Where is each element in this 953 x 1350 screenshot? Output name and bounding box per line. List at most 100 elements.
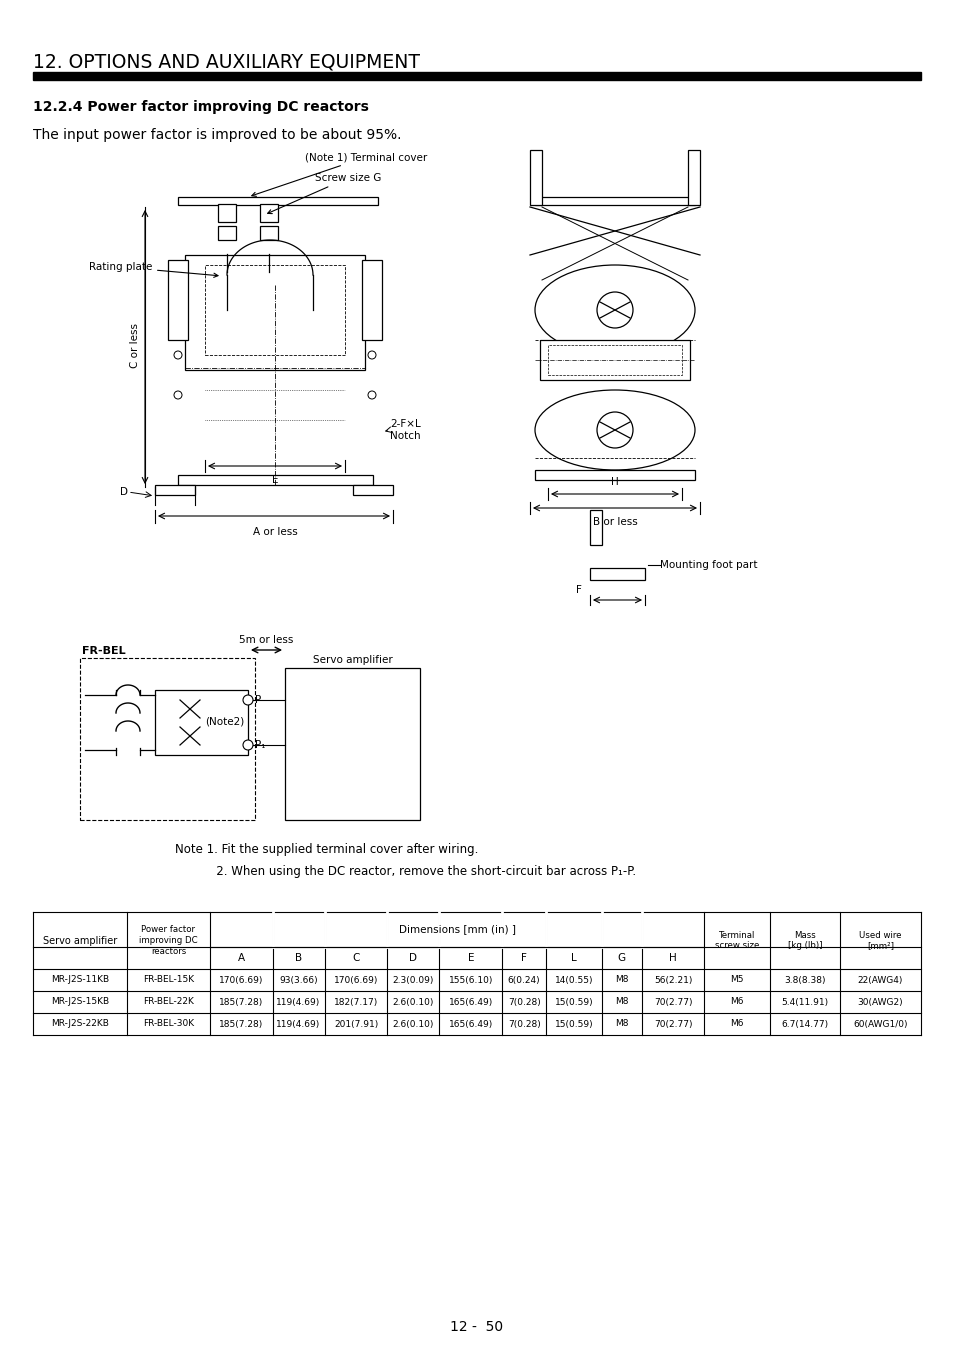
Text: FR-BEL: FR-BEL bbox=[82, 647, 126, 656]
Bar bbox=[168, 261, 188, 340]
Text: A or less: A or less bbox=[253, 526, 297, 537]
Text: 15(0.59): 15(0.59) bbox=[554, 1019, 593, 1029]
Text: 5m or less: 5m or less bbox=[239, 634, 294, 645]
Text: 56(2.21): 56(2.21) bbox=[653, 976, 692, 984]
Text: 165(6.49): 165(6.49) bbox=[448, 1019, 493, 1029]
Text: Note 1. Fit the supplied terminal cover after wiring.: Note 1. Fit the supplied terminal cover … bbox=[174, 842, 477, 856]
Bar bbox=[530, 150, 541, 205]
Text: Dimensions [mm (in) ]: Dimensions [mm (in) ] bbox=[398, 925, 515, 934]
Bar bbox=[80, 657, 254, 819]
Bar bbox=[285, 668, 419, 819]
Text: 5.4(11.91): 5.4(11.91) bbox=[781, 998, 827, 1007]
Bar bbox=[589, 568, 644, 580]
Text: (Note 1) Terminal cover: (Note 1) Terminal cover bbox=[252, 153, 427, 196]
Text: 3.8(8.38): 3.8(8.38) bbox=[783, 976, 824, 984]
Bar bbox=[361, 261, 381, 340]
Text: Terminal
screw size: Terminal screw size bbox=[714, 930, 759, 950]
Bar bbox=[260, 225, 277, 240]
Text: 155(6.10): 155(6.10) bbox=[448, 976, 493, 984]
Bar bbox=[353, 485, 393, 495]
Text: MR-J2S-11KB: MR-J2S-11KB bbox=[51, 976, 110, 984]
Text: M6: M6 bbox=[730, 1019, 743, 1029]
Bar bbox=[33, 72, 920, 80]
Text: A: A bbox=[237, 953, 244, 963]
Text: 201(7.91): 201(7.91) bbox=[334, 1019, 377, 1029]
Bar bbox=[547, 346, 681, 375]
Text: 2.3(0.09): 2.3(0.09) bbox=[393, 976, 434, 984]
Text: Servo amplifier: Servo amplifier bbox=[313, 655, 392, 666]
Bar bbox=[154, 485, 194, 495]
Text: Servo amplifier: Servo amplifier bbox=[43, 936, 117, 945]
Bar bbox=[214, 261, 223, 271]
Bar bbox=[154, 690, 248, 755]
Bar bbox=[218, 204, 235, 221]
Text: The input power factor is improved to be about 95%.: The input power factor is improved to be… bbox=[33, 128, 401, 142]
Text: Screw size G: Screw size G bbox=[268, 173, 381, 213]
Text: Used wire
[mm²]: Used wire [mm²] bbox=[859, 930, 901, 950]
Text: 185(7.28): 185(7.28) bbox=[219, 1019, 263, 1029]
Text: E: E bbox=[467, 953, 474, 963]
Text: 22(AWG4): 22(AWG4) bbox=[857, 976, 902, 984]
Bar bbox=[178, 475, 373, 485]
Text: D: D bbox=[409, 953, 417, 963]
Text: G: G bbox=[617, 953, 625, 963]
Text: H: H bbox=[668, 953, 677, 963]
Text: L: L bbox=[570, 953, 576, 963]
Text: M6: M6 bbox=[730, 998, 743, 1007]
Ellipse shape bbox=[535, 265, 695, 355]
Text: 2.6(0.10): 2.6(0.10) bbox=[393, 998, 434, 1007]
Text: 60(AWG1/0): 60(AWG1/0) bbox=[852, 1019, 906, 1029]
Text: FR-BEL-30K: FR-BEL-30K bbox=[143, 1019, 193, 1029]
Text: Power factor
improving DC
reactors: Power factor improving DC reactors bbox=[139, 925, 197, 956]
Text: MR-J2S-15KB: MR-J2S-15KB bbox=[51, 998, 110, 1007]
Bar bbox=[535, 197, 695, 205]
Text: 119(4.69): 119(4.69) bbox=[276, 1019, 320, 1029]
Text: F: F bbox=[520, 953, 527, 963]
Text: B: B bbox=[294, 953, 302, 963]
Bar bbox=[539, 340, 689, 379]
Text: 170(6.69): 170(6.69) bbox=[334, 976, 377, 984]
Text: Mounting foot part: Mounting foot part bbox=[659, 560, 757, 570]
Bar bbox=[178, 197, 377, 205]
Text: 2-F×L
Notch: 2-F×L Notch bbox=[390, 420, 420, 441]
Text: 182(7.17): 182(7.17) bbox=[334, 998, 377, 1007]
Bar bbox=[218, 225, 235, 240]
Text: F: F bbox=[576, 585, 581, 595]
Text: 170(6.69): 170(6.69) bbox=[218, 976, 263, 984]
Bar bbox=[260, 204, 277, 221]
Text: C or less: C or less bbox=[130, 323, 140, 367]
Text: 14(0.55): 14(0.55) bbox=[554, 976, 593, 984]
Text: 119(4.69): 119(4.69) bbox=[276, 998, 320, 1007]
Text: 30(AWG2): 30(AWG2) bbox=[857, 998, 902, 1007]
Text: 185(7.28): 185(7.28) bbox=[219, 998, 263, 1007]
Text: C: C bbox=[352, 953, 359, 963]
Text: B or less: B or less bbox=[592, 517, 637, 526]
Text: 2. When using the DC reactor, remove the short-circuit bar across P₁-P.: 2. When using the DC reactor, remove the… bbox=[174, 865, 636, 878]
Text: 12 -  50: 12 - 50 bbox=[450, 1320, 503, 1334]
Text: M8: M8 bbox=[614, 976, 628, 984]
Text: P₁: P₁ bbox=[254, 740, 265, 751]
Bar bbox=[687, 150, 700, 205]
Text: (Note2): (Note2) bbox=[205, 717, 244, 728]
Text: 2.6(0.10): 2.6(0.10) bbox=[393, 1019, 434, 1029]
Text: 70(2.77): 70(2.77) bbox=[653, 1019, 692, 1029]
Text: 165(6.49): 165(6.49) bbox=[448, 998, 493, 1007]
Text: 12.2.4 Power factor improving DC reactors: 12.2.4 Power factor improving DC reactor… bbox=[33, 100, 369, 113]
Ellipse shape bbox=[535, 390, 695, 470]
Bar bbox=[185, 255, 365, 370]
Text: 7(0.28): 7(0.28) bbox=[507, 998, 540, 1007]
Text: Mass
[kg (lb)]: Mass [kg (lb)] bbox=[787, 930, 821, 950]
Text: H: H bbox=[611, 477, 618, 487]
Text: 93(3.66): 93(3.66) bbox=[279, 976, 317, 984]
Text: 70(2.77): 70(2.77) bbox=[653, 998, 692, 1007]
Circle shape bbox=[243, 740, 253, 751]
Text: 15(0.59): 15(0.59) bbox=[554, 998, 593, 1007]
Bar bbox=[535, 470, 695, 481]
Text: P: P bbox=[254, 695, 261, 705]
Text: Rating plate: Rating plate bbox=[89, 262, 218, 277]
Text: D: D bbox=[120, 487, 128, 497]
Text: M5: M5 bbox=[730, 976, 743, 984]
Text: M8: M8 bbox=[614, 1019, 628, 1029]
Text: FR-BEL-15K: FR-BEL-15K bbox=[143, 976, 193, 984]
Circle shape bbox=[243, 695, 253, 705]
